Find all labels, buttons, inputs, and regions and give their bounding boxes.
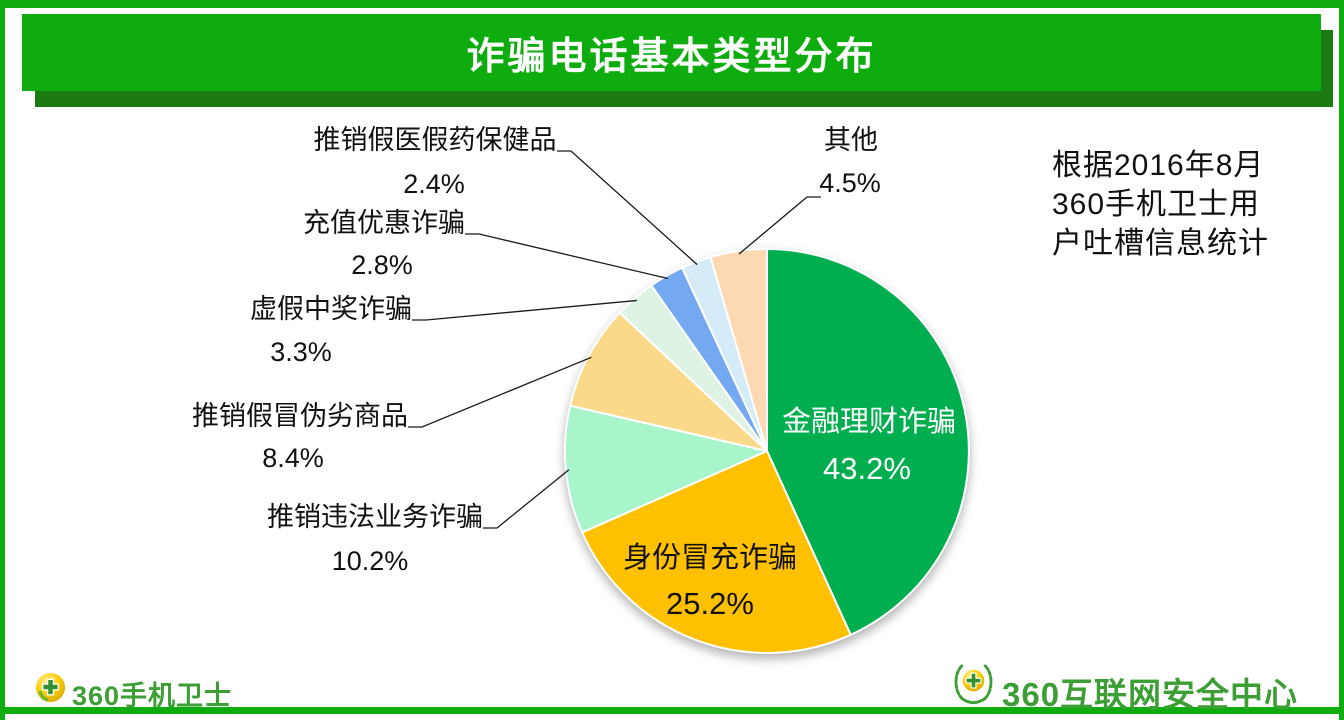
pie-slice-5 bbox=[618, 284, 768, 452]
callout-percent: 2.8% bbox=[351, 250, 413, 280]
callout-percent: 10.2% bbox=[331, 546, 409, 576]
callout-label: 其他 bbox=[824, 125, 878, 155]
360-internet-security-center-logo-icon bbox=[954, 664, 993, 705]
callout-label: 推销假冒伪劣商品 bbox=[192, 401, 408, 431]
leader-line bbox=[557, 150, 698, 266]
callout-label: 推销假医假药保健品 bbox=[313, 125, 557, 155]
callout-percent: 2.4% bbox=[403, 169, 465, 199]
title-banner: 诈骗电话基本类型分布 bbox=[22, 14, 1321, 91]
source-note: 根据2016年8月 360手机卫士用 户吐槽信息统计 bbox=[1052, 146, 1269, 263]
callout-percent: 3.3% bbox=[270, 337, 332, 367]
frame-border-right bbox=[1339, 0, 1344, 720]
360-mobile-guard-logo-icon bbox=[35, 672, 66, 703]
callout-percent: 4.5% bbox=[819, 168, 881, 198]
callout-label: 充值优惠诈骗 bbox=[303, 208, 465, 238]
slice-label-financial: 金融理财诈骗 bbox=[781, 406, 957, 438]
callout-label: 虚假中奖诈骗 bbox=[250, 294, 412, 324]
frame-border-bottom bbox=[0, 707, 1344, 714]
leader-line bbox=[412, 299, 637, 321]
callout-percent: 8.4% bbox=[262, 443, 324, 473]
leader-line bbox=[465, 233, 669, 280]
slice-label-identity: 身份冒充诈骗 bbox=[622, 542, 798, 574]
page-title: 诈骗电话基本类型分布 bbox=[466, 36, 877, 78]
pie-slice-1 bbox=[766, 248, 970, 636]
pie-slice-4 bbox=[569, 311, 768, 452]
leader-line bbox=[408, 356, 592, 428]
slice-percent-financial: 43.2% bbox=[823, 451, 911, 486]
pie-slice-7 bbox=[681, 256, 768, 452]
leader-line bbox=[738, 196, 821, 255]
source-note-line: 根据2016年8月 bbox=[1052, 149, 1265, 182]
pie-slice-3 bbox=[563, 404, 768, 534]
slice-percent-identity: 25.2% bbox=[666, 586, 754, 621]
pie-slice-8 bbox=[709, 247, 768, 452]
source-note-line: 户吐槽信息统计 bbox=[1052, 227, 1269, 260]
source-note-line: 360手机卫士用 bbox=[1052, 188, 1261, 221]
callout-label: 推销违法业务诈骗 bbox=[267, 502, 483, 532]
frame-border-top bbox=[0, 0, 1344, 8]
brand-360-internet-security-center: 360互联网安全中心 bbox=[1002, 676, 1299, 713]
leader-line bbox=[483, 469, 570, 529]
brand-360-mobile-guard: 360手机卫士 bbox=[72, 681, 233, 711]
frame-border-left bbox=[0, 0, 5, 720]
pie-slice-6 bbox=[650, 266, 768, 452]
